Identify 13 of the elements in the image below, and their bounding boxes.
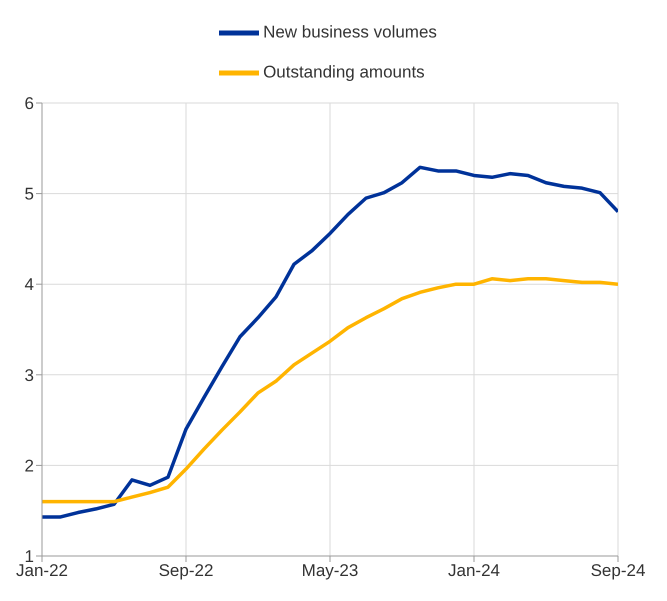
y-tick-label: 6 — [24, 94, 34, 114]
y-tick-label: 3 — [24, 366, 34, 385]
x-tick-label: Sep-22 — [158, 561, 214, 580]
x-tick-label: Sep-24 — [590, 561, 646, 580]
x-tick-label: Jan-24 — [448, 561, 500, 580]
x-tick-label: May-23 — [302, 561, 358, 580]
y-tick-label: 5 — [24, 184, 34, 204]
line-series — [42, 277, 618, 504]
legend-label: Outstanding amounts — [263, 62, 425, 82]
line-series — [42, 166, 618, 519]
y-tick-label: 4 — [24, 275, 34, 294]
y-tick-label: 2 — [24, 456, 34, 476]
legend-label: New business volumes — [263, 22, 437, 42]
